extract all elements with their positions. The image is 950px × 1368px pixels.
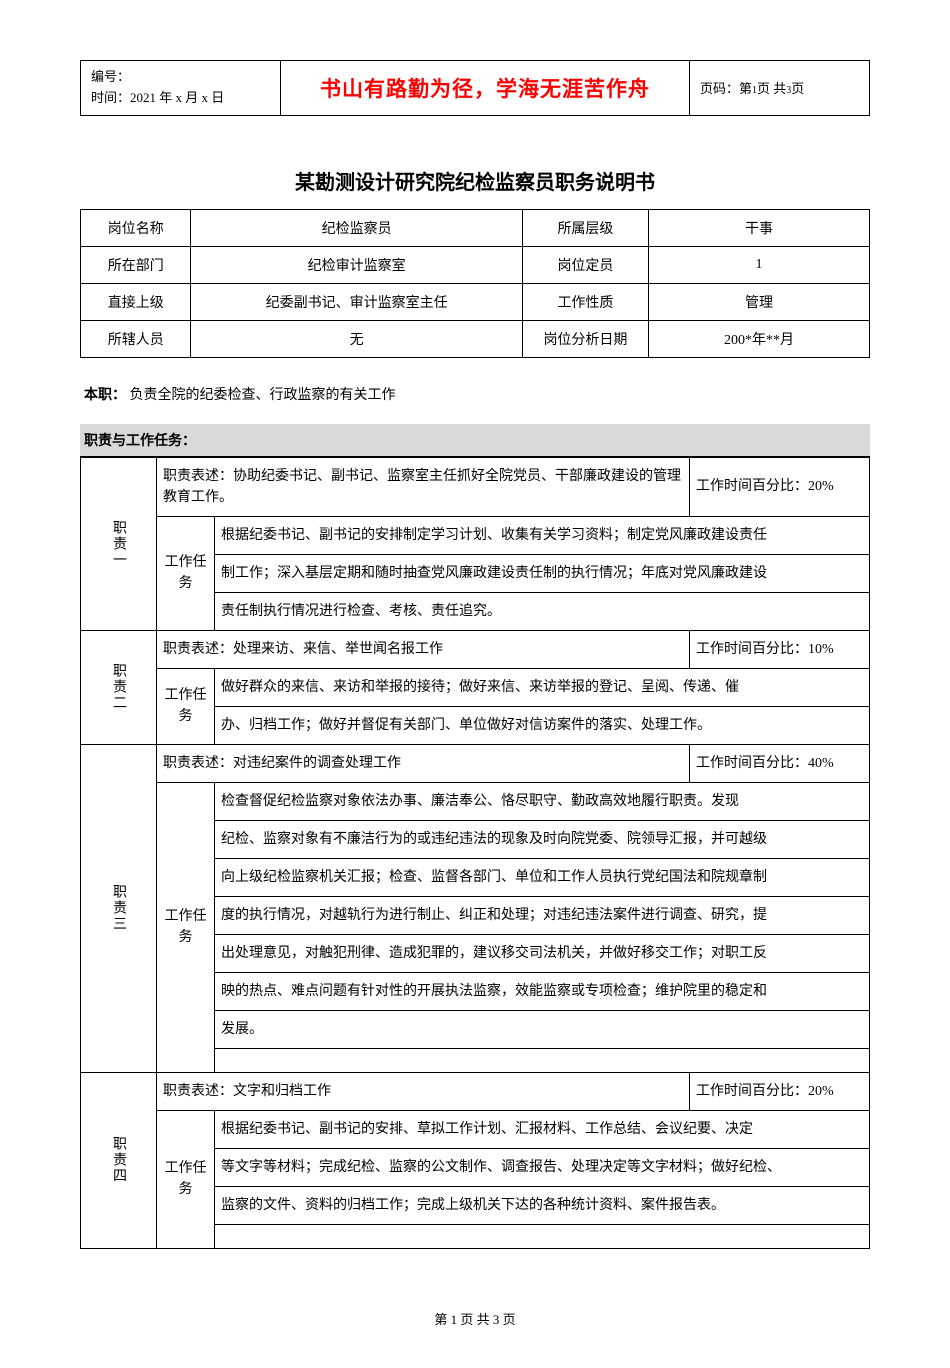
info-label: 岗位名称 bbox=[81, 209, 191, 246]
info-table: 岗位名称 纪检监察员 所属层级 干事 所在部门 纪检审计监察室 岗位定员 1 直… bbox=[80, 209, 870, 358]
task-row: 映的热点、难点问题有针对性的开展执法监察，效能监察或专项检查；维护院里的稳定和 bbox=[215, 972, 870, 1010]
task-row-empty bbox=[215, 1048, 870, 1072]
task-row: 制工作；深入基层定期和随时抽查党风廉政建设责任制的执行情况；年底对党风廉政建设 bbox=[215, 554, 870, 592]
duty-label: 职责一 bbox=[81, 457, 157, 630]
serial-label: 编号： bbox=[91, 67, 270, 88]
duty-label: 职责四 bbox=[81, 1072, 157, 1248]
info-label: 所属层级 bbox=[522, 209, 648, 246]
duty-time: 工作时间百分比：20% bbox=[690, 457, 870, 516]
info-value: 无 bbox=[191, 320, 522, 357]
task-row: 出处理意见，对触犯刑律、造成犯罪的，建议移交司法机关，并做好移交工作；对职工反 bbox=[215, 934, 870, 972]
info-value: 纪检审计监察室 bbox=[191, 246, 522, 283]
main-duty-text: 负责全院的纪委检查、行政监察的有关工作 bbox=[130, 388, 396, 403]
task-row: 检查督促纪检监察对象依法办事、廉洁奉公、恪尽职守、勤政高效地履行职责。发现 bbox=[215, 782, 870, 820]
info-label: 直接上级 bbox=[81, 283, 191, 320]
duty-time: 工作时间百分比：40% bbox=[690, 744, 870, 782]
task-row-empty bbox=[215, 1224, 870, 1248]
task-row: 发展。 bbox=[215, 1010, 870, 1048]
header-left: 编号： 时间：2021 年 x 月 x 日 bbox=[81, 61, 281, 116]
info-label: 所辖人员 bbox=[81, 320, 191, 357]
task-row: 责任制执行情况进行检查、考核、责任追究。 bbox=[215, 592, 870, 630]
task-row: 根据纪委书记、副书记的安排制定学习计划、收集有关学习资料；制定党风廉政建设责任 bbox=[215, 516, 870, 554]
info-value: 200*年**月 bbox=[649, 320, 870, 357]
doc-title: 某勘测设计研究院纪检监察员职务说明书 bbox=[80, 166, 870, 195]
duty-desc: 职责表述：协助纪委书记、副书记、监察室主任抓好全院党员、干部廉政建设的管理教育工… bbox=[157, 457, 690, 516]
task-row: 监察的文件、资料的归档工作；完成上级机关下达的各种统计资料、案件报告表。 bbox=[215, 1186, 870, 1224]
task-row: 纪检、监察对象有不廉洁行为的或违纪违法的现象及时向院党委、院领导汇报，并可越级 bbox=[215, 820, 870, 858]
duty-desc: 职责表述：对违纪案件的调查处理工作 bbox=[157, 744, 690, 782]
task-row: 向上级纪检监察机关汇报；检查、监督各部门、单位和工作人员执行党纪国法和院规章制 bbox=[215, 858, 870, 896]
header-page: 页码：第1页 共3页 bbox=[690, 61, 870, 116]
task-label: 工作任务 bbox=[157, 782, 215, 1072]
info-label: 工作性质 bbox=[522, 283, 648, 320]
main-duty-row: 本职： 负责全院的纪委检查、行政监察的有关工作 bbox=[80, 378, 870, 410]
duty-desc: 职责表述：处理来访、来信、举世闻名报工作 bbox=[157, 630, 690, 668]
task-row: 等文字等材料；完成纪检、监察的公文制作、调查报告、处理决定等文字材料；做好纪检、 bbox=[215, 1148, 870, 1186]
duty-desc: 职责表述：文字和归档工作 bbox=[157, 1072, 690, 1110]
info-label: 所在部门 bbox=[81, 246, 191, 283]
info-value: 管理 bbox=[649, 283, 870, 320]
duty-table: 职责一 职责表述：协助纪委书记、副书记、监察室主任抓好全院党员、干部廉政建设的管… bbox=[80, 457, 870, 1249]
info-label: 岗位分析日期 bbox=[522, 320, 648, 357]
task-row: 办、归档工作；做好并督促有关部门、单位做好对信访案件的落实、处理工作。 bbox=[215, 706, 870, 744]
main-duty-label: 本职： bbox=[84, 388, 126, 403]
info-value: 干事 bbox=[649, 209, 870, 246]
duty-label: 职责二 bbox=[81, 630, 157, 744]
date-label: 时间：2021 年 x 月 x 日 bbox=[91, 88, 270, 109]
footer-page: 第 1 页 共 3 页 bbox=[80, 1309, 870, 1328]
duty-label: 职责三 bbox=[81, 744, 157, 1072]
info-value: 纪委副书记、审计监察室主任 bbox=[191, 283, 522, 320]
task-label: 工作任务 bbox=[157, 516, 215, 630]
task-row: 根据纪委书记、副书记的安排、草拟工作计划、汇报材料、工作总结、会议纪要、决定 bbox=[215, 1110, 870, 1148]
task-row: 度的执行情况，对越轨行为进行制止、纠正和处理；对违纪违法案件进行调查、研究，提 bbox=[215, 896, 870, 934]
header-table: 编号： 时间：2021 年 x 月 x 日 书山有路勤为径，学海无涯苦作舟 页码… bbox=[80, 60, 870, 116]
duty-time: 工作时间百分比：20% bbox=[690, 1072, 870, 1110]
task-label: 工作任务 bbox=[157, 668, 215, 744]
duty-time: 工作时间百分比：10% bbox=[690, 630, 870, 668]
task-label: 工作任务 bbox=[157, 1110, 215, 1248]
header-motto: 书山有路勤为径，学海无涯苦作舟 bbox=[281, 61, 690, 116]
info-value: 1 bbox=[649, 246, 870, 283]
info-value: 纪检监察员 bbox=[191, 209, 522, 246]
duties-header: 职责与工作任务： bbox=[80, 424, 870, 457]
info-label: 岗位定员 bbox=[522, 246, 648, 283]
task-row: 做好群众的来信、来访和举报的接待；做好来信、来访举报的登记、呈阅、传递、催 bbox=[215, 668, 870, 706]
